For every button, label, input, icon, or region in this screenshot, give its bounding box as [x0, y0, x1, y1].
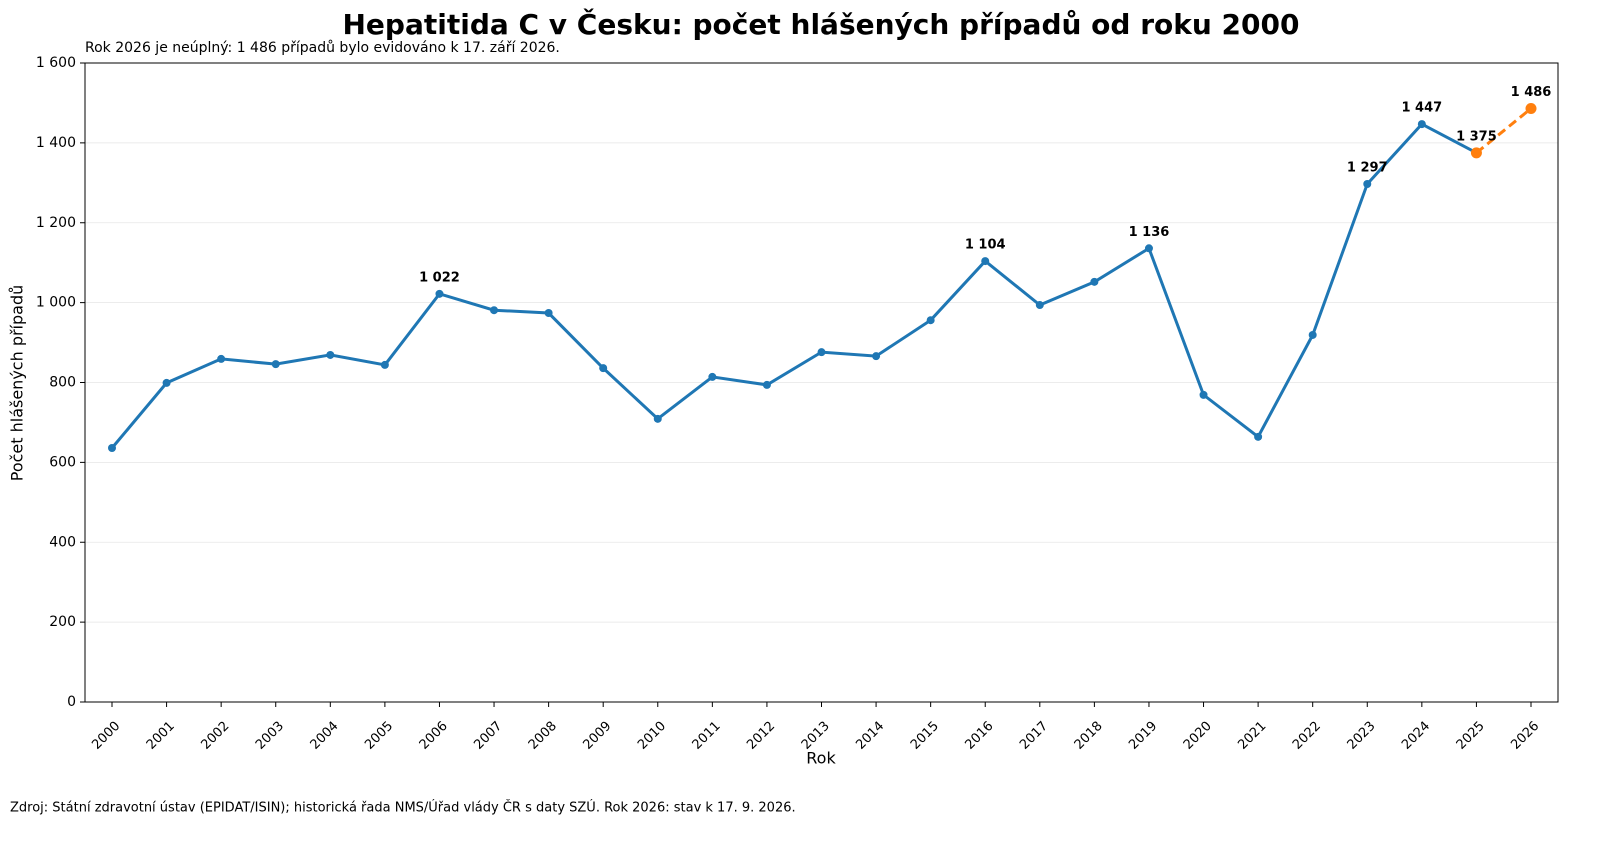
data-point — [1254, 432, 1263, 441]
data-point — [490, 306, 499, 315]
x-tick-label: 2010 — [635, 719, 669, 753]
subtitle: Rok 2026 je neúplný: 1 486 případů bylo … — [85, 40, 560, 56]
data-point — [708, 372, 717, 381]
x-tick-label: 2003 — [253, 719, 287, 753]
data-label: 1 297 — [1347, 161, 1388, 176]
y-tick-label: 1 000 — [36, 295, 76, 311]
y-axis-label: Počet hlášených případů — [8, 285, 27, 482]
data-point — [380, 360, 389, 369]
data-point — [1308, 330, 1317, 339]
x-tick-label: 2008 — [526, 719, 560, 753]
data-label: 1 447 — [1401, 101, 1442, 116]
data-label: 1 136 — [1129, 225, 1170, 240]
x-tick-label: 2023 — [1345, 719, 1379, 753]
x-tick-label: 2015 — [908, 719, 942, 753]
data-label: 1 375 — [1456, 129, 1497, 144]
x-tick-label: 2026 — [1508, 719, 1542, 753]
data-point — [653, 414, 662, 423]
data-point — [1199, 390, 1208, 399]
data-point — [1363, 180, 1372, 189]
x-tick-label: 2001 — [144, 719, 178, 753]
data-point — [1035, 301, 1044, 310]
x-tick-label: 2016 — [963, 719, 997, 753]
data-point — [544, 309, 553, 318]
x-tick-label: 2007 — [471, 719, 505, 753]
y-tick-label: 200 — [49, 614, 76, 630]
data-point — [1417, 120, 1426, 129]
data-point — [108, 443, 116, 452]
data-point — [162, 378, 171, 387]
y-tick-label: 800 — [49, 375, 76, 391]
x-tick-label: 2018 — [1072, 719, 1106, 753]
data-point — [762, 380, 771, 389]
x-tick-label: 2019 — [1126, 719, 1160, 753]
data-point — [926, 316, 935, 325]
data-point — [1470, 147, 1482, 159]
x-tick-label: 2025 — [1454, 719, 1488, 753]
data-point — [435, 289, 444, 298]
y-tick-label: 0 — [67, 694, 76, 710]
x-tick-label: 2017 — [1017, 719, 1051, 753]
data-point — [271, 360, 280, 369]
x-tick-label: 2011 — [690, 719, 724, 753]
x-tick-label: 2024 — [1399, 719, 1433, 753]
x-tick-label: 2006 — [417, 719, 451, 753]
data-label: 1 486 — [1511, 85, 1552, 100]
x-tick-label: 2005 — [362, 719, 396, 753]
x-tick-label: 2002 — [198, 719, 232, 753]
chart-title: Hepatitida C v Česku: počet hlášených př… — [343, 7, 1300, 41]
x-tick-label: 2022 — [1290, 719, 1324, 753]
data-point — [326, 350, 335, 359]
x-tick-label: 2014 — [853, 719, 887, 753]
data-label: 1 104 — [965, 238, 1006, 253]
x-tick-label: 2020 — [1181, 719, 1215, 753]
data-point — [817, 348, 826, 357]
x-tick-label: 2012 — [744, 719, 778, 753]
y-tick-label: 600 — [49, 454, 76, 470]
source-note: Zdroj: Státní zdravotní ústav (EPIDAT/IS… — [10, 800, 796, 816]
x-tick-label: 2009 — [580, 719, 614, 753]
y-tick-label: 1 400 — [36, 135, 76, 151]
y-tick-label: 400 — [49, 534, 76, 550]
data-point — [1144, 244, 1153, 253]
x-tick-label: 2004 — [308, 719, 342, 753]
x-tick-label: 2021 — [1235, 719, 1269, 753]
data-point — [1525, 103, 1537, 115]
series-line — [110, 122, 1478, 449]
data-point — [217, 354, 226, 363]
data-point — [599, 364, 608, 373]
data-point — [1090, 277, 1099, 286]
series-line — [1475, 107, 1532, 155]
data-label: 1 022 — [419, 270, 460, 285]
data-point — [981, 257, 990, 266]
y-tick-label: 1 200 — [36, 215, 76, 231]
x-axis-label: Rok — [806, 749, 836, 768]
y-tick-label: 1 600 — [36, 55, 76, 71]
x-tick-label: 2000 — [89, 719, 123, 753]
data-point — [872, 352, 881, 361]
